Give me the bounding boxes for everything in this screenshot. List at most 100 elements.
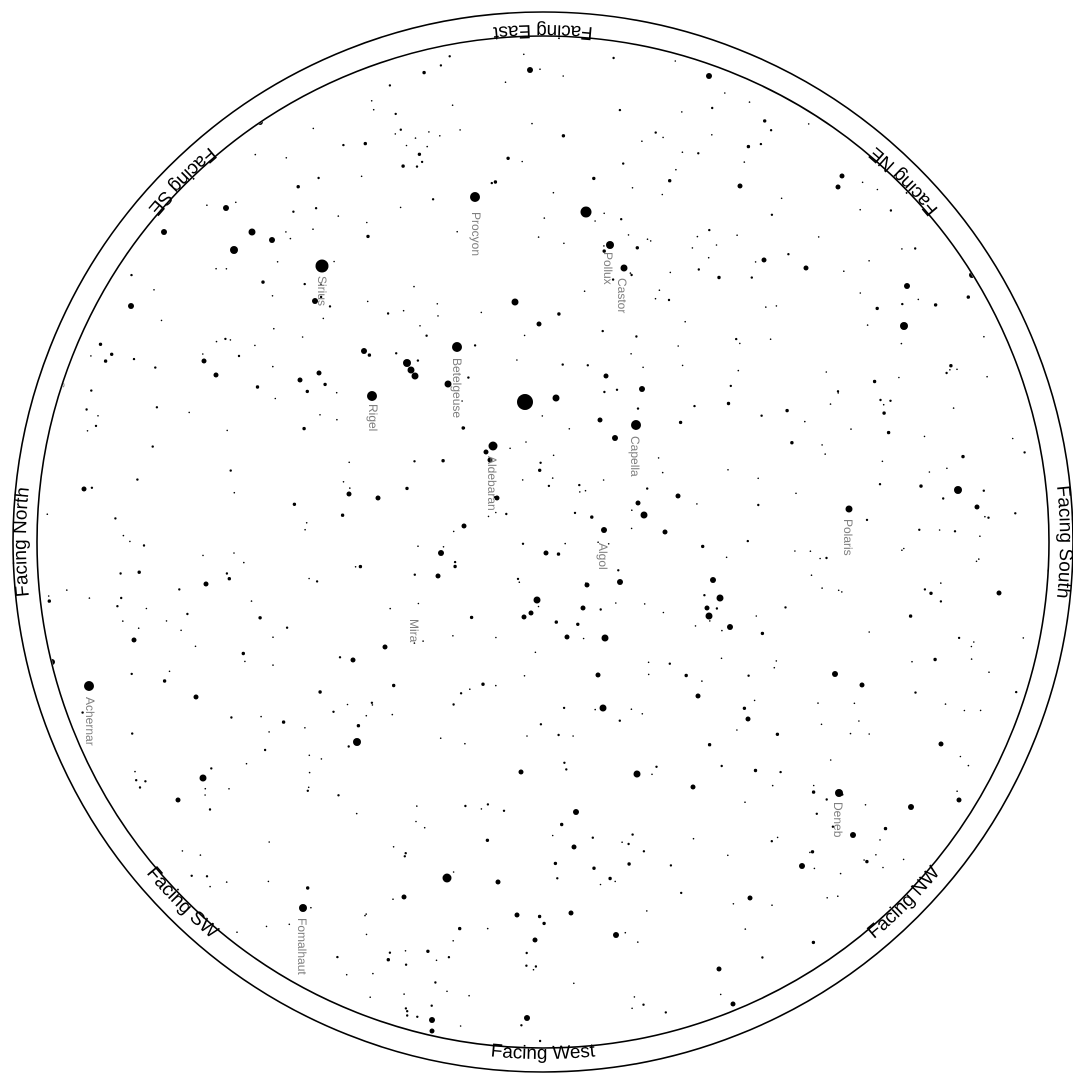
star bbox=[305, 389, 309, 394]
star bbox=[553, 861, 558, 866]
star bbox=[502, 809, 506, 812]
star bbox=[611, 278, 615, 281]
star bbox=[237, 354, 241, 358]
star bbox=[662, 136, 664, 139]
star bbox=[342, 481, 345, 483]
star bbox=[516, 359, 518, 361]
star bbox=[631, 187, 634, 189]
star bbox=[835, 184, 841, 190]
star bbox=[769, 338, 772, 341]
star bbox=[439, 64, 443, 67]
horizon-ring bbox=[12, 11, 1073, 1073]
star bbox=[618, 719, 621, 722]
star bbox=[701, 544, 705, 549]
star bbox=[602, 479, 605, 481]
star bbox=[984, 515, 986, 518]
star bbox=[737, 183, 743, 189]
star bbox=[901, 248, 903, 250]
star bbox=[369, 996, 372, 998]
star bbox=[272, 664, 274, 666]
star bbox=[557, 733, 560, 737]
star bbox=[258, 616, 262, 620]
star bbox=[122, 534, 125, 537]
star bbox=[483, 449, 489, 455]
star bbox=[556, 877, 559, 880]
star bbox=[608, 876, 612, 881]
star bbox=[525, 951, 528, 955]
star bbox=[780, 197, 783, 200]
star bbox=[318, 690, 322, 694]
star bbox=[677, 345, 679, 347]
star bbox=[771, 904, 773, 906]
star bbox=[850, 832, 856, 838]
star bbox=[635, 335, 638, 338]
star bbox=[775, 660, 778, 662]
star bbox=[404, 1007, 408, 1010]
star bbox=[602, 249, 606, 253]
star bbox=[982, 489, 985, 492]
star bbox=[119, 572, 122, 575]
star bbox=[248, 228, 256, 236]
star bbox=[534, 965, 538, 968]
star bbox=[399, 128, 402, 131]
star bbox=[809, 550, 812, 552]
star bbox=[1011, 437, 1014, 440]
star bbox=[297, 377, 303, 383]
star bbox=[978, 558, 980, 560]
star bbox=[202, 353, 204, 355]
star bbox=[929, 591, 933, 595]
star bbox=[775, 732, 780, 736]
star bbox=[350, 657, 356, 663]
star bbox=[128, 303, 134, 309]
star bbox=[837, 392, 839, 394]
star bbox=[448, 55, 451, 58]
star bbox=[312, 228, 314, 230]
star bbox=[437, 315, 439, 317]
star bbox=[103, 359, 108, 363]
star bbox=[804, 420, 806, 423]
star bbox=[521, 160, 523, 163]
facing-south-label: Facing South bbox=[1052, 485, 1073, 600]
star bbox=[97, 415, 99, 417]
star bbox=[836, 390, 840, 393]
star bbox=[959, 755, 962, 758]
star bbox=[487, 515, 490, 518]
star bbox=[209, 885, 211, 888]
star bbox=[902, 858, 905, 861]
star bbox=[630, 708, 633, 710]
star bbox=[705, 612, 713, 620]
star bbox=[658, 289, 661, 292]
star bbox=[996, 590, 1002, 596]
star bbox=[903, 547, 905, 550]
star bbox=[416, 805, 418, 807]
star bbox=[597, 417, 603, 423]
star bbox=[539, 461, 542, 464]
star bbox=[853, 702, 856, 705]
star bbox=[435, 573, 441, 579]
star bbox=[866, 324, 869, 326]
star bbox=[413, 460, 416, 463]
star-betelgeuse bbox=[452, 342, 462, 352]
star bbox=[730, 1001, 736, 1007]
star bbox=[303, 282, 306, 286]
star bbox=[901, 302, 904, 306]
star bbox=[889, 209, 893, 212]
star bbox=[233, 552, 235, 554]
star bbox=[420, 160, 424, 164]
star bbox=[614, 880, 616, 883]
star bbox=[841, 591, 843, 593]
star bbox=[821, 587, 823, 589]
star bbox=[680, 891, 683, 895]
star bbox=[81, 486, 87, 492]
star bbox=[285, 626, 289, 629]
star bbox=[386, 958, 390, 962]
star bbox=[526, 735, 528, 737]
star bbox=[388, 951, 392, 954]
star bbox=[366, 300, 369, 303]
star bbox=[784, 606, 787, 609]
star bbox=[765, 306, 767, 308]
star bbox=[908, 614, 913, 618]
star bbox=[416, 1015, 419, 1018]
star bbox=[748, 101, 751, 103]
star bbox=[434, 981, 437, 984]
